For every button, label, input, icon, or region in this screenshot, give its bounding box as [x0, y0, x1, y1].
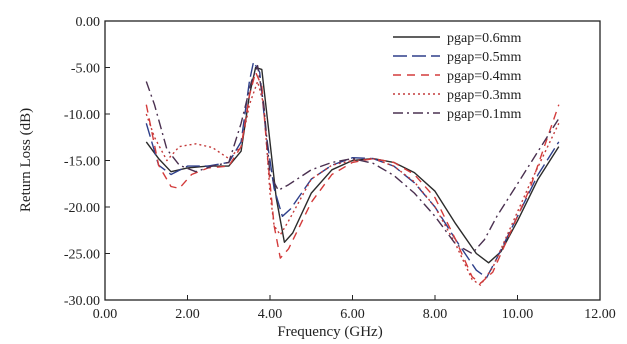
y-tick-label: -25.00: [64, 248, 100, 263]
series-line-1: [145, 66, 560, 264]
y-tick-label: -10.00: [64, 108, 100, 123]
legend: pgap=0.6mm pgap=0.5mm pgap=0.4mm pgap=0.3mm…: [393, 31, 521, 122]
x-tick-label: 0.00: [93, 307, 118, 322]
legend-label-5: pgap=0.1mm: [447, 107, 521, 122]
legend-label-4: pgap=0.3mm: [447, 88, 521, 103]
y-tick-label: -15.00: [64, 155, 100, 170]
series-layer: [145, 61, 560, 286]
y-tick-label: 0.00: [76, 15, 101, 30]
y-tick-label: -20.00: [64, 201, 100, 216]
x-tick-label: 4.00: [258, 307, 283, 322]
series-line-4: [145, 80, 560, 286]
series-line-3: [145, 71, 560, 284]
series-line-2: [145, 61, 560, 279]
x-tick-label: 2.00: [175, 307, 200, 322]
x-tick-label: 12.00: [584, 307, 616, 322]
legend-label-2: pgap=0.5mm: [447, 50, 521, 65]
y-tick-label: -5.00: [71, 62, 100, 77]
x-tick-label: 6.00: [340, 307, 365, 322]
y-axis-title: Return Loss (dB): [18, 108, 34, 212]
y-tick-label: -30.00: [64, 294, 100, 309]
legend-label-1: pgap=0.6mm: [447, 31, 521, 46]
x-tick-label: 8.00: [423, 307, 448, 322]
x-tick-label: 10.00: [502, 307, 534, 322]
x-axis-title: Frequency (GHz): [277, 324, 382, 340]
ticks-layer: 0.00 2.00 4.00 6.00 8.00 10.00 12.00 0.00 -5.00 -…: [64, 15, 616, 322]
legend-label-3: pgap=0.4mm: [447, 69, 521, 84]
